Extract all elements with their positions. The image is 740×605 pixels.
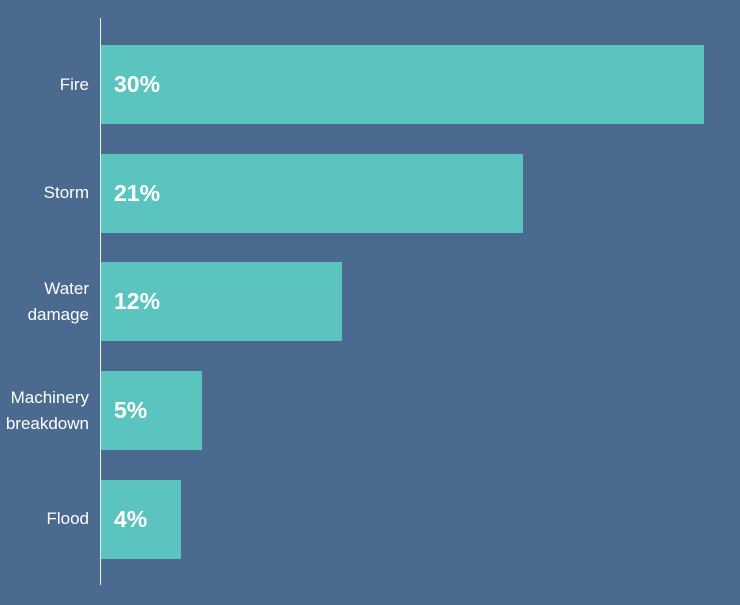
category-label: Storm <box>43 183 89 203</box>
category-label: Flood <box>46 509 89 529</box>
value-label: 12% <box>114 288 161 315</box>
bar <box>101 45 704 124</box>
value-label: 4% <box>114 505 148 532</box>
category-label: Machinery breakdown <box>5 387 89 433</box>
bar <box>101 153 524 233</box>
value-label: 21% <box>114 179 161 206</box>
value-label: 5% <box>114 397 148 424</box>
category-label: Water damage <box>27 278 89 324</box>
bar <box>101 371 202 451</box>
axis-line <box>100 18 101 585</box>
category-label: Fire <box>59 74 89 94</box>
bar <box>101 262 343 342</box>
bar <box>101 479 182 559</box>
value-label: 30% <box>114 71 161 97</box>
